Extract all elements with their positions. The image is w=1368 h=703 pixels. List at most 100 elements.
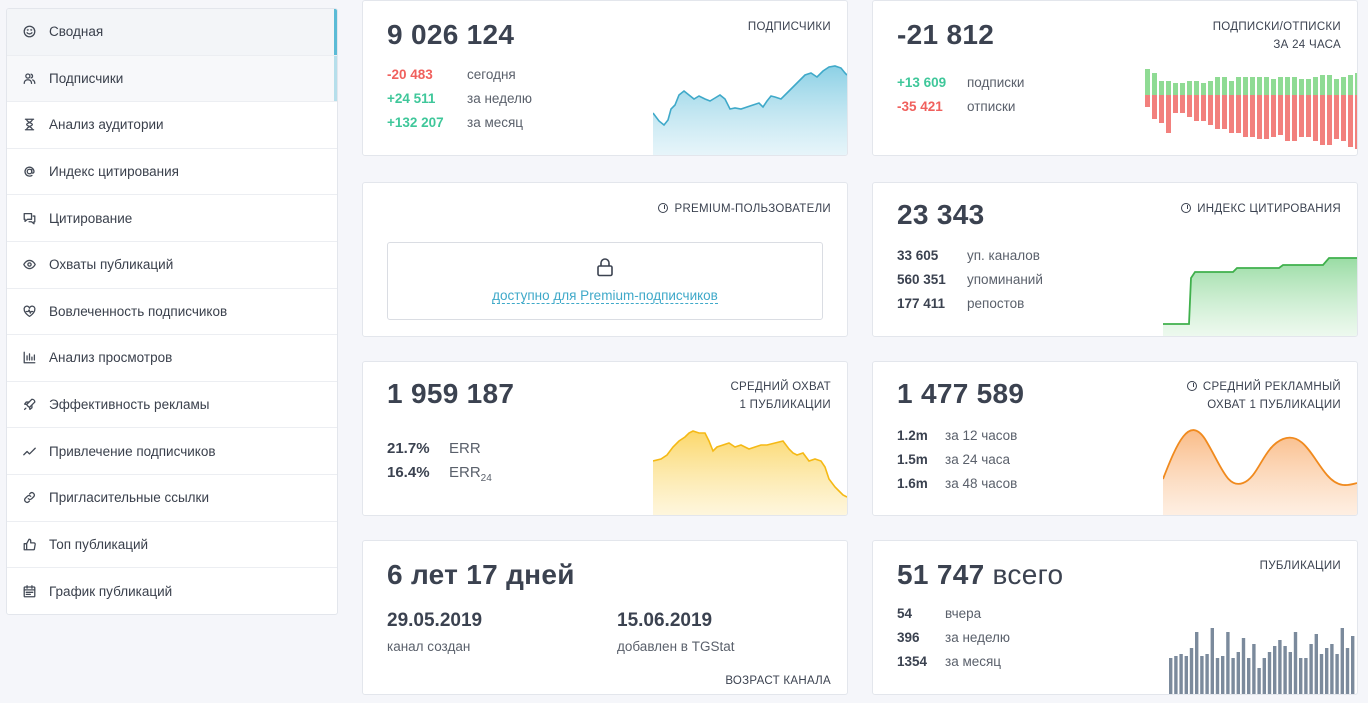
stat-value: 177 411	[897, 296, 946, 311]
ad-reach-stats: 1.2m за 12 часов 1.5m за 24 часа 1.6m за 48…	[897, 428, 1017, 500]
unsubs-bar	[1145, 95, 1150, 107]
subs-bar	[1229, 81, 1234, 95]
unsubs-bar	[1285, 95, 1290, 141]
card-title: СРЕДНИЙ ОХВАТ 1 ПУБЛИКАЦИИ	[730, 378, 831, 414]
publication-bar	[1174, 656, 1178, 694]
ad-reach-total: 1 477 589	[897, 378, 1025, 409]
subs-bar	[1306, 79, 1311, 95]
avg-reach-card: 1 959 187 СРЕДНИЙ ОХВАТ 1 ПУБЛИКАЦИИ 21.7…	[362, 361, 848, 516]
premium-locked-box: доступно для Premium-подписчиков	[387, 242, 823, 320]
sidebar-item-summary[interactable]: Сводная	[7, 9, 337, 56]
premium-link[interactable]: доступно для Premium-подписчиков	[388, 288, 822, 304]
publication-bar	[1226, 632, 1230, 694]
sidebar-item-label: Привлечение подписчиков	[49, 443, 216, 459]
stat-row: 1354 за месяц	[897, 654, 1010, 678]
unsubs-bar	[1320, 95, 1325, 145]
stat-label: отписки	[967, 99, 1016, 114]
subs-bar	[1264, 77, 1269, 95]
stat-row: +132 207 за месяц	[387, 115, 532, 139]
stat-label: за месяц	[945, 654, 1002, 669]
subs-bar	[1159, 81, 1164, 95]
lock-icon	[597, 258, 613, 277]
stat-row: 1.2m за 12 часов	[897, 428, 1017, 452]
unsubs-bar	[1243, 95, 1248, 137]
unsubs-bar	[1180, 95, 1185, 113]
subs-bar	[1145, 69, 1150, 95]
premium-card: PREMIUM-ПОЛЬЗОВАТЕЛИ доступно для Premiu…	[362, 182, 848, 337]
sidebar-item-views[interactable]: Анализ просмотров	[7, 335, 337, 382]
unsubs-bar	[1271, 95, 1276, 137]
publication-bar	[1195, 632, 1199, 694]
publication-bar	[1278, 640, 1282, 694]
unsubs-bar	[1159, 95, 1164, 123]
subs-bar	[1341, 77, 1346, 95]
sidebar-item-label: Подписчики	[49, 70, 124, 86]
stat-row: 560 351 упоминаний	[897, 272, 1043, 296]
card-title: ИНДЕКС ЦИТИРОВАНИЯ	[1181, 200, 1341, 218]
unsubs-bar	[1313, 95, 1318, 141]
subs-bar	[1292, 77, 1297, 95]
stat-value: -20 483	[387, 67, 433, 82]
subscribers-total: 9 026 124	[387, 19, 515, 50]
unsubs-bar	[1201, 95, 1206, 121]
publication-bar	[1241, 638, 1246, 694]
subs-bar	[1299, 79, 1304, 95]
sidebar-item-schedule[interactable]: График публикаций	[7, 568, 337, 614]
card-title: ПОДПИСЧИКИ	[747, 21, 831, 33]
card-title: СРЕДНИЙ РЕКЛАМНЫЙ ОХВАТ 1 ПУБЛИКАЦИИ	[1186, 378, 1341, 414]
premium-link-text[interactable]: доступно для Premium-подписчиков	[492, 288, 718, 304]
sidebar-item-label: Анализ просмотров	[49, 350, 173, 366]
sidebar: Сводная Подписчики Анализ аудитории Инде…	[6, 8, 338, 615]
added-date: 15.06.2019	[617, 610, 713, 631]
sidebar-item-citation-index[interactable]: Индекс цитирования	[7, 149, 337, 196]
publication-bar	[1335, 654, 1339, 694]
sidebar-item-citation[interactable]: Цитирование	[7, 195, 337, 242]
sidebar-item-reach[interactable]: Охваты публикаций	[7, 242, 337, 289]
subs-unsubs-card: -21 812 ПОДПИСКИ/ОТПИСКИ ЗА 24 ЧАСА +13 6…	[872, 0, 1358, 156]
sidebar-item-audience[interactable]: Анализ аудитории	[7, 102, 337, 149]
sidebar-item-subscribers[interactable]: Подписчики	[7, 55, 337, 103]
sidebar-item-engagement[interactable]: Вовлеченность подписчиков	[7, 289, 337, 336]
sidebar-item-top-posts[interactable]: Топ публикаций	[7, 522, 337, 569]
ad-reach-sparkline	[1163, 429, 1357, 515]
stat-label: за 24 часа	[945, 452, 1011, 467]
subs-bar	[1257, 77, 1262, 95]
subs-unsubs-bar-chart	[1145, 69, 1357, 149]
sidebar-item-acquisition[interactable]: Привлечение подписчиков	[7, 428, 337, 475]
unsubs-bar	[1250, 95, 1255, 137]
thumbs-up-icon	[23, 538, 36, 551]
sidebar-item-ads[interactable]: Эффективность рекламы	[7, 382, 337, 429]
unsubs-bar	[1327, 95, 1332, 145]
link-icon	[23, 491, 36, 504]
ad-reach-card: 1 477 589 СРЕДНИЙ РЕКЛАМНЫЙ ОХВАТ 1 ПУБЛИ…	[872, 361, 1358, 516]
subs-bar	[1271, 79, 1276, 95]
unsubs-bar	[1215, 95, 1220, 129]
subs-bar	[1180, 83, 1185, 95]
stat-row: +24 511 за неделю	[387, 91, 532, 115]
subs-bar	[1236, 77, 1241, 95]
subs-bar	[1208, 81, 1213, 95]
card-title-text: ИНДЕКС ЦИТИРОВАНИЯ	[1197, 203, 1341, 215]
subs-bar	[1222, 77, 1227, 95]
publication-bar	[1273, 646, 1277, 694]
sidebar-item-invite-links[interactable]: Пригласительные ссылки	[7, 475, 337, 522]
unsubs-bar	[1173, 95, 1178, 113]
sidebar-item-label: Топ публикаций	[49, 536, 149, 552]
sidebar-item-label: Анализ аудитории	[49, 117, 164, 133]
unsubs-bar	[1208, 95, 1213, 125]
subscribers-sparkline	[653, 65, 847, 155]
stat-label: за неделю	[945, 630, 1011, 645]
stat-row: 1.6m за 48 часов	[897, 476, 1017, 500]
err24-value: 16.4%	[387, 464, 430, 481]
stat-value: +132 207	[387, 115, 444, 130]
publication-bar	[1351, 636, 1355, 694]
publication-bar	[1231, 658, 1235, 694]
added-label: добавлен в TGStat	[617, 639, 735, 654]
trend-icon	[23, 445, 36, 458]
unsubs-bar	[1306, 95, 1311, 137]
subs-unsubs-total: -21 812	[897, 19, 995, 50]
unsubs-bar	[1334, 95, 1339, 139]
info-icon	[1181, 203, 1192, 213]
card-title: ВОЗРАСТ КАНАЛА	[725, 675, 831, 687]
stat-label: сегодня	[467, 67, 516, 82]
